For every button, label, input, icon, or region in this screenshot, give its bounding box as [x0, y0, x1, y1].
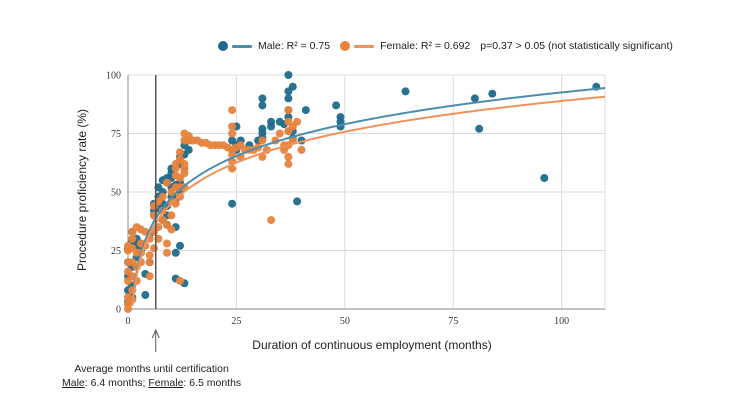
- legend-female-label: Female: R² = 0.692: [380, 40, 471, 52]
- x-tick-label-0: 0: [126, 316, 131, 327]
- female-point-44: [167, 225, 176, 234]
- trend-lines: [131, 87, 606, 306]
- y-tick-label-0: 0: [116, 305, 121, 316]
- female-point-94: [275, 129, 284, 138]
- female-point-80: [228, 122, 237, 131]
- female-point-52: [176, 276, 184, 285]
- male-point-70: [267, 117, 276, 126]
- legend-male-marker: [218, 41, 228, 51]
- male-word: Male: [62, 377, 85, 389]
- male-point-79: [288, 82, 297, 91]
- legend-male-line: [232, 44, 252, 48]
- female-point-26: [145, 258, 154, 267]
- y-tick-label-100: 100: [106, 71, 121, 82]
- female-word: Female: [148, 377, 184, 389]
- y-tick-label-75: 75: [111, 129, 121, 140]
- female-point-61: [180, 159, 189, 168]
- female-point-29: [150, 244, 158, 253]
- grid-lines: [128, 74, 606, 309]
- male-point-42: [171, 248, 180, 257]
- x-axis-label: Duration of continuous employment (month…: [252, 338, 492, 352]
- significance-note: p=0.37 > 0.05 (not statistically signifi…: [480, 40, 673, 52]
- male-months: : 6.4 months;: [84, 377, 149, 389]
- male-point-73: [284, 94, 293, 103]
- female-point-90: [258, 152, 267, 161]
- female-point-79: [228, 129, 237, 138]
- certification-note: Average months until certification Male:…: [62, 362, 241, 390]
- male-point-67: [258, 101, 267, 110]
- male-point-16: [141, 291, 150, 299]
- female-point-45: [167, 211, 176, 220]
- female-point-89: [258, 136, 267, 145]
- x-tick-label-100: 100: [554, 316, 569, 327]
- male-point-82: [293, 197, 302, 206]
- female-months: : 6.5 months: [183, 377, 242, 389]
- female-point-41: [163, 239, 171, 248]
- male-point-93: [540, 174, 549, 182]
- tick-labels: 0 25 50 75 100 0 25 50 75 100: [106, 71, 569, 328]
- male-point-74: [284, 71, 293, 79]
- legend-female-marker: [340, 41, 351, 51]
- certification-arrow-head: [151, 328, 160, 339]
- female-point-27: [145, 251, 154, 260]
- female-point-81: [228, 106, 237, 115]
- y-axis-label: Procedure proficiency rate (%): [75, 108, 89, 272]
- female-point-105: [293, 117, 302, 126]
- female-point-76: [228, 164, 237, 173]
- male-point-90: [470, 94, 479, 103]
- legend-female-line: [354, 44, 375, 48]
- female-point-39: [163, 248, 171, 257]
- female-point-92: [267, 216, 276, 225]
- certification-note-title: Average months until certification: [74, 363, 229, 375]
- certification-note-values: Male: 6.4 months; Female: 6.5 months: [62, 376, 241, 390]
- female-point-98: [284, 152, 293, 161]
- certification-marker: [151, 75, 160, 352]
- male-point-91: [475, 124, 484, 133]
- female-point-38: [158, 192, 167, 201]
- female-point-42: [163, 178, 171, 187]
- male-point-84: [301, 106, 310, 115]
- female-point-25: [145, 272, 154, 281]
- male-point-85: [332, 101, 341, 110]
- male-trend-line: [131, 87, 606, 304]
- male-point-55: [228, 199, 237, 208]
- female-point-102: [284, 106, 293, 115]
- male-point-92: [488, 89, 497, 98]
- legend-male-label: Male: R² = 0.75: [258, 40, 331, 52]
- male-point-46: [176, 241, 184, 250]
- male-point-68: [258, 94, 267, 103]
- female-point-106: [297, 145, 306, 154]
- legend: Male: R² = 0.75 Female: R² = 0.692 p=0.3…: [218, 40, 683, 52]
- female-point-57: [176, 148, 184, 157]
- male-point-89: [401, 87, 410, 96]
- x-tick-label-75: 75: [448, 316, 458, 327]
- male-point-66: [258, 124, 267, 133]
- female-point-97: [284, 159, 293, 168]
- y-tick-label-50: 50: [111, 188, 121, 199]
- x-tick-label-50: 50: [340, 316, 350, 327]
- female-trend-line: [131, 95, 606, 306]
- y-tick-label-25: 25: [111, 246, 121, 257]
- female-point-13: [128, 234, 137, 243]
- x-tick-label-25: 25: [231, 316, 241, 327]
- male-point-53: [184, 145, 193, 154]
